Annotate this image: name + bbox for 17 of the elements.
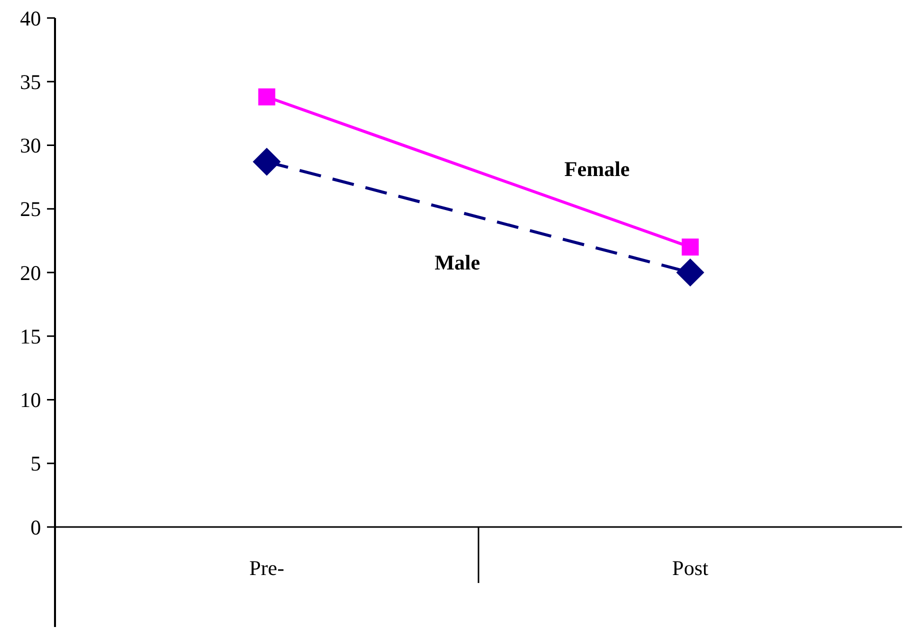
series-label: Female bbox=[564, 157, 630, 182]
y-tick-label: 30 bbox=[20, 134, 41, 158]
point bbox=[682, 238, 699, 256]
y-tick-label: 15 bbox=[20, 324, 41, 348]
x-tick-label: Pre- bbox=[249, 556, 284, 580]
series-label: Male bbox=[434, 250, 480, 275]
point bbox=[676, 258, 704, 286]
y-tick-label: 25 bbox=[20, 197, 41, 222]
point bbox=[252, 148, 281, 176]
x-tick-label: Post bbox=[672, 556, 709, 580]
y-tick-label: 35 bbox=[20, 70, 41, 94]
y-tick-label: 0 bbox=[30, 515, 41, 540]
y-tick-label: 10 bbox=[20, 388, 41, 412]
y-tick-label: 20 bbox=[20, 260, 41, 285]
y-tick-label: 40 bbox=[20, 6, 41, 30]
y-tick-label: 5 bbox=[30, 452, 41, 476]
point bbox=[258, 88, 276, 106]
